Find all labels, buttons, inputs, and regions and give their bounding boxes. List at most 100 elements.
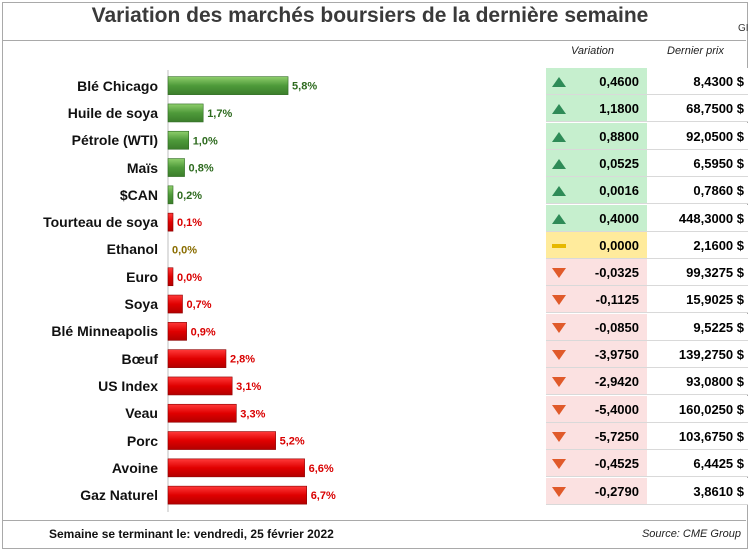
category-label: Blé Chicago <box>77 77 158 94</box>
triangle-up-icon <box>552 77 566 87</box>
price-value: 2,1600 $ <box>693 237 744 253</box>
price-value: 68,7500 $ <box>686 101 744 117</box>
footer-divider <box>3 520 746 521</box>
price-cell: 9,5225 $ <box>648 313 748 341</box>
price-cell: 15,9025 $ <box>648 286 748 314</box>
table-row: -3,9750 139,2750 $ <box>546 341 748 368</box>
bar-value-label: 3,3% <box>240 408 265 420</box>
bar-value-label: 0,0% <box>172 244 197 256</box>
price-cell: 6,5950 $ <box>648 149 748 177</box>
price-value: 0,7860 $ <box>693 183 744 199</box>
bar-value-label: 0,2% <box>177 190 202 202</box>
bar-value-label: 0,8% <box>189 163 214 175</box>
bar-value-label: 2,8% <box>230 354 255 366</box>
bar <box>167 267 174 287</box>
bar-value-label: 0,1% <box>177 217 202 229</box>
price-value: 99,3275 $ <box>686 265 744 281</box>
table-row: 0,8800 92,0500 $ <box>546 122 748 150</box>
chart-title: Variation des marchés boursiers de la de… <box>91 4 649 27</box>
bar <box>167 158 185 177</box>
table-row: -0,1125 15,9025 $ <box>546 286 748 314</box>
bar <box>167 212 174 232</box>
triangle-down-icon <box>552 459 566 470</box>
variation-value: 0,0016 <box>599 183 639 199</box>
table-row: 0,0016 0,7860 $ <box>546 177 748 205</box>
triangle-down-icon <box>552 350 566 360</box>
table-row: -0,4525 6,4425 $ <box>546 450 748 478</box>
row-separator <box>546 203 748 205</box>
row-separator <box>546 148 748 150</box>
price-cell: 99,3275 $ <box>648 259 748 287</box>
variation-value: -0,4525 <box>594 456 639 472</box>
price-value: 93,0800 $ <box>686 374 744 390</box>
row-separator <box>546 339 748 341</box>
price-cell: 448,3000 $ <box>648 204 748 232</box>
bar-value-label: 6,7% <box>311 490 336 502</box>
variation-cell: -0,4525 <box>546 450 648 478</box>
triangle-down-icon <box>552 322 566 333</box>
price-cell: 103,6750 $ <box>648 422 748 450</box>
triangle-down-icon <box>552 377 566 388</box>
price-value: 6,5950 $ <box>693 155 744 171</box>
price-value: 139,2750 $ <box>678 347 744 362</box>
category-label: Porc <box>126 432 158 449</box>
category-label: Euro <box>126 268 158 285</box>
bar <box>167 185 174 205</box>
variation-cell: -0,2790 <box>546 477 648 505</box>
price-value: 15,9025 $ <box>686 292 744 308</box>
triangle-up-icon <box>552 131 566 142</box>
row-separator <box>546 257 748 259</box>
variation-cell: 1,1800 <box>546 95 648 123</box>
row-separator <box>546 421 748 423</box>
price-value: 92,0500 $ <box>686 128 744 144</box>
variation-value: 0,0000 <box>599 237 639 253</box>
triangle-down-icon <box>552 268 566 279</box>
variation-header: Variation <box>571 45 615 57</box>
table-row: -0,0850 9,5225 $ <box>546 313 748 341</box>
price-cell: 8,4300 $ <box>648 68 748 95</box>
triangle-down-icon <box>552 295 566 306</box>
category-label: Blé Minneapolis <box>51 323 158 340</box>
table-row: 0,0525 6,5950 $ <box>546 149 748 177</box>
price-value: 103,6750 $ <box>678 428 744 444</box>
variation-value: -3,9750 <box>594 347 639 362</box>
triangle-down-icon <box>552 404 566 415</box>
bar <box>167 431 276 450</box>
table-row: 0,4000 448,3000 $ <box>546 204 748 232</box>
table-row: -5,7250 103,6750 $ <box>546 422 748 450</box>
price-cell: 68,7500 $ <box>648 95 748 123</box>
row-separator <box>546 367 748 368</box>
variation-value: -2,9420 <box>594 374 639 390</box>
price-cell: 139,2750 $ <box>648 341 748 368</box>
price-value: 9,5225 $ <box>693 319 744 335</box>
bar <box>167 349 227 368</box>
category-label: Maïs <box>126 159 158 176</box>
variation-value: 1,1800 <box>599 101 639 117</box>
bar-value-label: 6,6% <box>309 463 334 475</box>
triangle-up-icon <box>552 186 566 197</box>
bar-value-label: 0,9% <box>191 326 216 338</box>
price-value: 160,0250 $ <box>678 401 744 417</box>
variation-value: 0,4000 <box>599 210 639 226</box>
bar <box>167 376 233 396</box>
bar-value-label: 1,7% <box>207 108 232 120</box>
title-divider <box>3 40 746 41</box>
bar-value-label: 3,1% <box>236 381 261 393</box>
bar <box>167 458 305 478</box>
variation-cell: 0,8800 <box>546 122 648 150</box>
table-row: -0,0325 99,3275 $ <box>546 259 748 287</box>
variation-value: 0,0525 <box>599 155 639 171</box>
row-separator <box>546 476 748 478</box>
bar <box>167 103 204 123</box>
triangle-up-icon <box>552 213 566 224</box>
bar-value-label: 5,8% <box>292 81 317 93</box>
last-price-header: Dernier prix <box>667 45 724 57</box>
price-cell: 0,7860 $ <box>648 177 748 205</box>
variation-cell: -3,9750 <box>546 341 648 368</box>
price-cell: 2,1600 $ <box>648 231 748 259</box>
triangle-down-icon <box>552 486 566 497</box>
source-label: Source: CME Group <box>641 528 741 540</box>
bar <box>167 403 237 423</box>
variation-value: 0,8800 <box>599 128 639 144</box>
price-value: 6,4425 $ <box>693 456 744 472</box>
